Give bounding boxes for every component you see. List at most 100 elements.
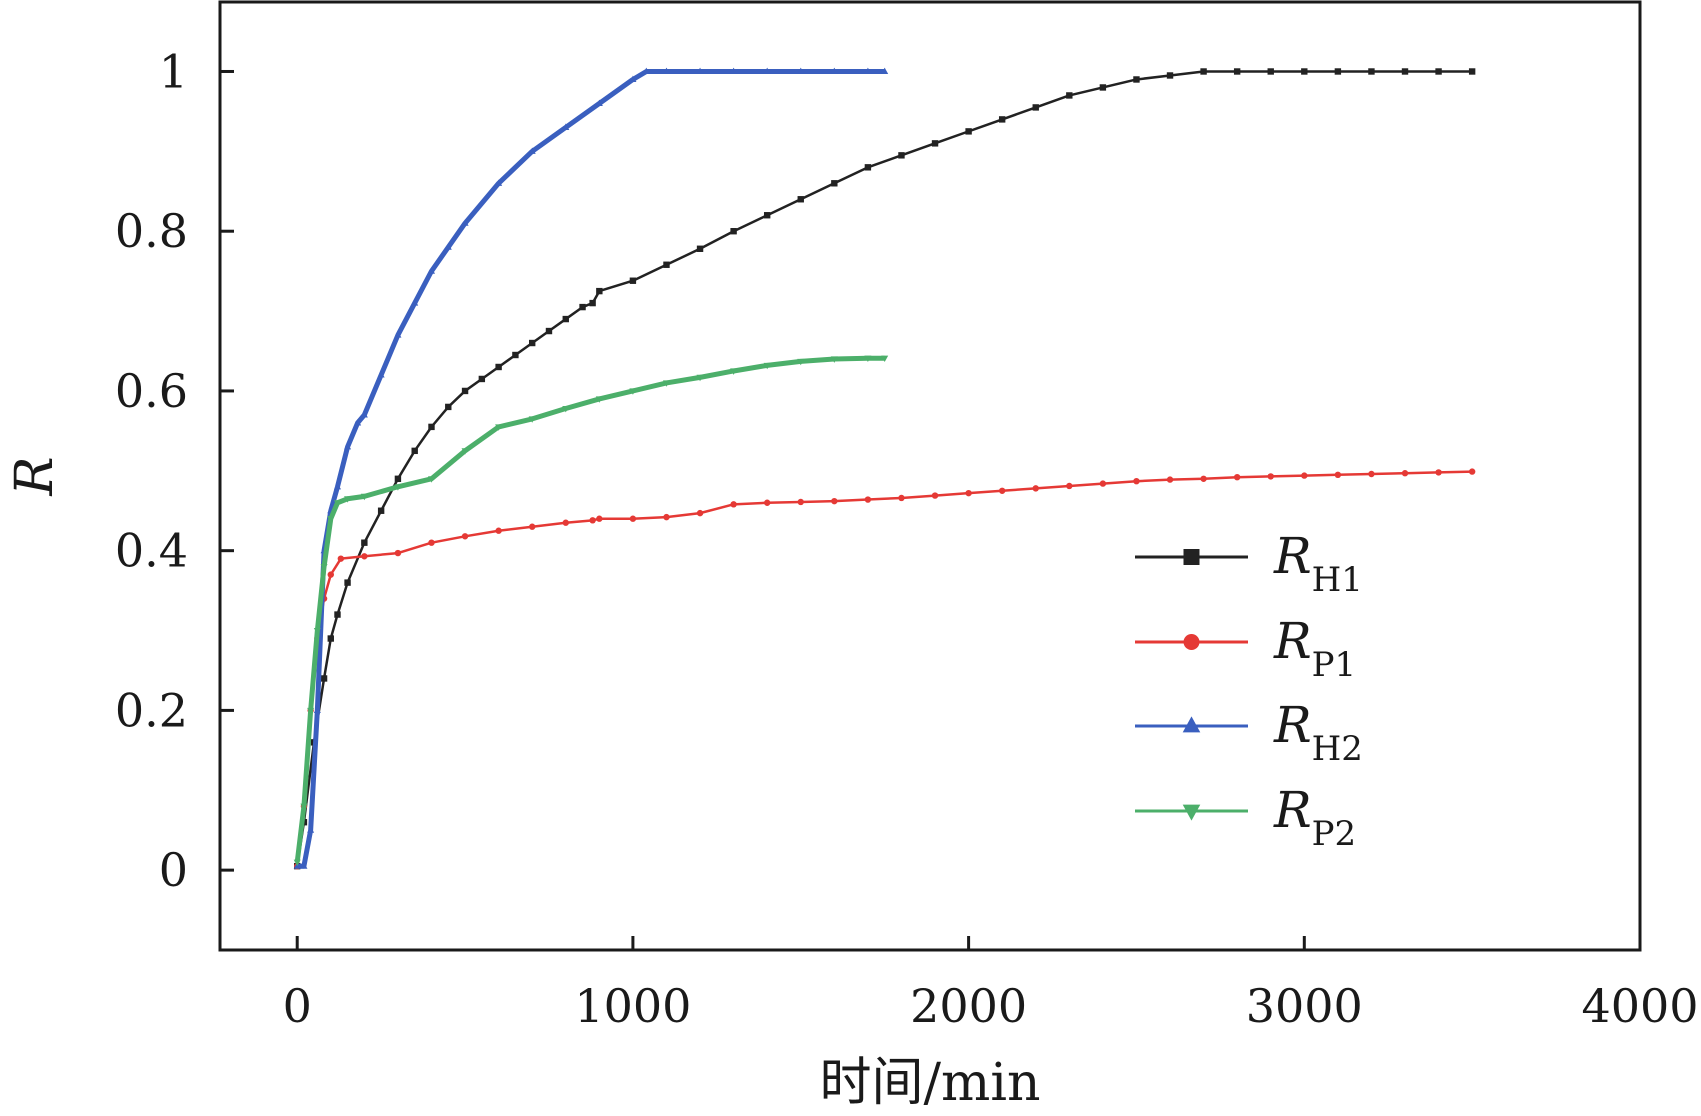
point-P2-23 (864, 355, 872, 363)
x-axis-title: 时间/min (820, 1053, 1041, 1113)
point-P1-10 (461, 533, 469, 540)
point-H1-9 (394, 475, 402, 482)
point-H2-10 (377, 371, 385, 378)
point-P2-3 (313, 627, 321, 635)
point-H1-18 (545, 327, 553, 335)
point-P2-19 (730, 368, 738, 375)
point-H1-24 (663, 261, 670, 268)
point-P2-10 (427, 476, 436, 483)
point-H1-13 (461, 387, 469, 395)
point-P1-33 (1200, 475, 1207, 482)
legend-marker-P2 (1182, 804, 1201, 821)
point-H1-31 (898, 152, 905, 159)
point-P1-14 (589, 517, 596, 524)
point-P1-12 (528, 523, 536, 530)
point-H1-21 (589, 299, 596, 307)
x-tick-label-0: 0 (283, 979, 312, 1033)
point-H2-16 (495, 179, 503, 186)
point-P2-18 (696, 374, 704, 382)
series-line-P2 (294, 355, 885, 863)
point-H1-45 (1368, 68, 1375, 75)
series-layer (293, 67, 1476, 870)
point-P1-21 (797, 498, 804, 506)
point-H2-29 (881, 67, 889, 75)
point-P1-22 (831, 497, 838, 505)
point-P1-36 (1301, 472, 1308, 479)
point-H1-23 (629, 277, 637, 284)
point-P2-14 (562, 405, 570, 413)
y-tick-label-0: 0 (159, 843, 188, 897)
point-H1-46 (1401, 68, 1409, 75)
point-P1-31 (1133, 477, 1140, 485)
point-P1-41 (1468, 468, 1476, 475)
point-P1-40 (1435, 469, 1442, 476)
point-P1-7 (361, 553, 368, 560)
legend-entry-H2: RH2 (1135, 696, 1363, 769)
point-P2-1 (300, 803, 308, 811)
point-H1-22 (596, 287, 603, 295)
point-P1-16 (629, 515, 637, 522)
point-H2-28 (864, 67, 872, 75)
point-H2-2 (307, 826, 315, 833)
point-H2-7 (344, 443, 352, 450)
point-H2-27 (830, 67, 838, 75)
point-P2-21 (797, 358, 805, 366)
legend-label-main-H1: R (1273, 527, 1312, 585)
point-P1-6 (337, 555, 345, 562)
point-H2-11 (394, 331, 402, 338)
point-P1-25 (931, 492, 939, 499)
point-H1-47 (1435, 68, 1442, 75)
point-H1-12 (445, 403, 452, 411)
plot-frame (218, 0, 1642, 952)
legend-label-sub-H2: H2 (1312, 729, 1363, 769)
point-P1-29 (1066, 482, 1073, 490)
legend-marker-H2 (1182, 716, 1201, 733)
point-H2-24 (730, 67, 738, 75)
y-tick-label-4: 0.8 (115, 204, 188, 258)
point-H1-11 (428, 423, 435, 431)
point-P2-15 (595, 396, 603, 403)
point-H1-48 (1468, 68, 1476, 75)
point-P2-17 (662, 380, 670, 387)
point-P2-24 (881, 355, 889, 363)
x-tick-label-4: 4000 (1581, 979, 1698, 1033)
point-P1-15 (596, 515, 603, 522)
point-H1-28 (797, 196, 804, 203)
point-H1-41 (1233, 68, 1241, 75)
legend-label-sub-P1: P1 (1312, 645, 1357, 685)
point-P2-9 (394, 484, 402, 491)
point-P1-17 (663, 513, 670, 521)
point-H2-21 (642, 67, 650, 75)
point-H1-8 (377, 507, 385, 514)
point-H2-20 (629, 75, 637, 83)
point-H2-8 (354, 419, 362, 426)
legend-label-sub-H1: H1 (1312, 560, 1363, 600)
point-H2-13 (427, 267, 436, 274)
point-H2-19 (595, 99, 603, 106)
point-P2-8 (360, 493, 368, 501)
legend-label-main-H2: R (1273, 696, 1312, 754)
point-H1-5 (334, 611, 341, 618)
point-H2-9 (360, 411, 368, 418)
point-H2-15 (461, 219, 469, 226)
point-P1-37 (1334, 471, 1342, 479)
point-H1-35 (1032, 104, 1039, 111)
y-tick-label-2: 0.4 (115, 524, 188, 578)
legend-entry-P2: RP2 (1135, 781, 1356, 854)
point-H1-39 (1166, 72, 1174, 79)
series-line-H2 (297, 68, 885, 869)
point-P1-34 (1233, 473, 1241, 481)
point-P2-5 (327, 516, 335, 523)
point-H2-25 (763, 67, 771, 75)
point-H1-38 (1133, 76, 1140, 83)
point-H1-10 (411, 447, 418, 455)
point-H1-16 (512, 351, 519, 359)
legend-entry-H1: RH1 (1135, 527, 1363, 600)
point-H1-17 (528, 339, 536, 347)
point-H2-3 (313, 706, 321, 713)
point-H2-23 (696, 67, 704, 75)
legend-marker-P1 (1183, 634, 1200, 650)
legend-label-main-P1: R (1273, 612, 1312, 670)
